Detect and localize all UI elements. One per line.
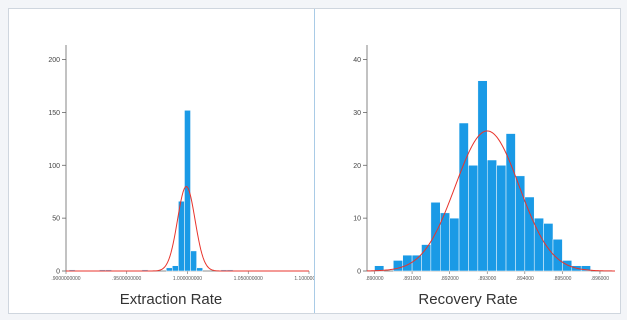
x-tick-label: .894000: [516, 276, 534, 282]
x-tick-label: 1.100000000: [294, 276, 314, 282]
y-tick-label: 50: [52, 216, 60, 223]
x-axis: .890000 .891000 .892000 .893000 .894000 .8950…: [365, 270, 615, 282]
normal-curve-path: [366, 130, 615, 272]
histogram-bar: [580, 265, 591, 272]
histogram-bars: [374, 80, 591, 272]
y-axis: 0 10 20 30 40: [353, 45, 368, 276]
histogram-bars: [68, 110, 234, 272]
normal-curve: [366, 130, 615, 272]
histogram-bar: [505, 133, 516, 272]
x-tick-label: .893000: [478, 276, 496, 282]
x-tick-label: .891000: [403, 276, 421, 282]
x-tick-label: .896000: [591, 276, 609, 282]
y-tick-label: 100: [48, 163, 60, 170]
histogram-bar: [393, 260, 403, 272]
histogram-bar: [449, 217, 460, 272]
histogram-bar: [543, 223, 554, 272]
histogram-bar: [430, 202, 441, 272]
x-tick-label: 1.050000000: [234, 276, 263, 282]
chart-frame: 0 50 100 150 200 .9000000000.9500000000 1.000…: [8, 8, 621, 314]
x-axis: .9000000000 .9500000000 1.000000000 1.05000…: [51, 270, 314, 282]
y-axis: 0 50 100 150 200: [48, 45, 67, 276]
histogram-bar: [562, 260, 573, 272]
y-tick-label: 30: [353, 110, 361, 117]
normal-curve-path: [66, 185, 309, 272]
x-tick-label: .892000: [441, 276, 459, 282]
histogram-bar: [515, 175, 526, 272]
y-tick-label: 0: [357, 269, 361, 276]
histogram-bar: [458, 122, 469, 272]
histogram-bar: [190, 250, 197, 272]
y-tick-label: 20: [353, 163, 361, 170]
histogram-bar: [486, 159, 497, 272]
recovery-rate-panel: 0 10 20 30 40 .890000.891000.892000.893000.8…: [315, 9, 620, 313]
extraction-rate-histogram: 0 50 100 150 200 .9000000000 .9500000000 1.000…: [48, 45, 314, 308]
x-tick-label: .9500000000: [112, 276, 141, 282]
y-tick-label: 0: [56, 269, 60, 276]
recovery-rate-title: Recovery Rate: [418, 291, 517, 308]
x-tick-label: .890000: [365, 276, 383, 282]
histogram-bar: [196, 267, 203, 272]
histogram-bar: [172, 265, 179, 272]
y-tick-label: 150: [48, 110, 60, 117]
histogram-bar: [468, 165, 479, 272]
histogram-bar: [524, 196, 535, 272]
normal-curve: [66, 185, 309, 272]
x-tick-label: .895000: [553, 276, 571, 282]
histogram-bar: [477, 80, 488, 272]
y-tick-label: 200: [48, 57, 60, 64]
histogram-bar: [411, 254, 422, 272]
histogram-bar: [184, 110, 191, 272]
histogram-bar: [552, 239, 563, 272]
x-tick-label: .9000000000: [51, 276, 80, 282]
x-tick-label: 1.000000000: [173, 276, 202, 282]
y-tick-label: 40: [353, 57, 361, 64]
histogram-bar: [165, 267, 173, 272]
extraction-rate-panel: 0 50 100 150 200 .9000000000 .9500000000 1.000…: [9, 9, 315, 313]
extraction-rate-title: Extraction Rate: [120, 291, 223, 308]
y-tick-label: 10: [353, 216, 361, 223]
histogram-bar: [496, 165, 507, 272]
